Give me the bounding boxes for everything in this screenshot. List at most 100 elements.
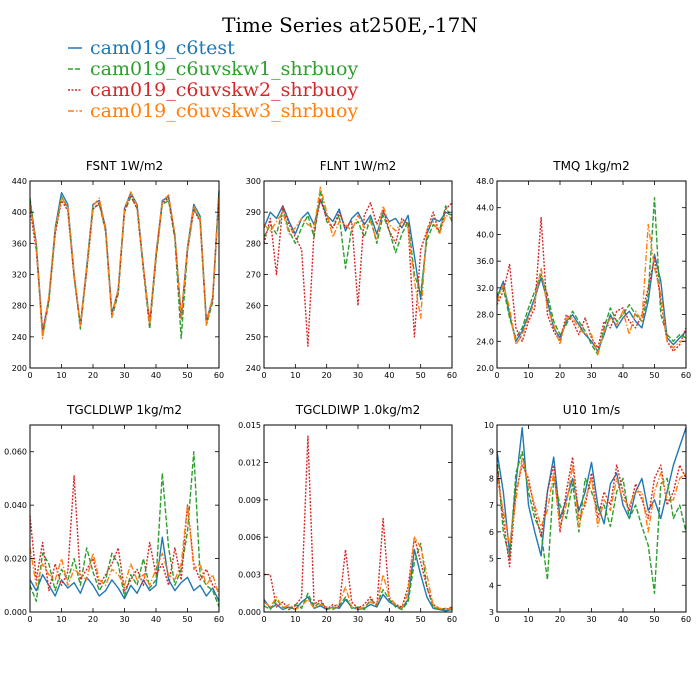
x-tick-label: 10 xyxy=(56,371,66,380)
y-tick-label: 24.0 xyxy=(476,337,494,346)
legend: cam019_c6test cam019_c6uvskw1_shrbuoy ca… xyxy=(68,37,358,122)
y-tick-label: 10 xyxy=(484,421,494,430)
legend-label-3: cam019_c6uvskw3_shrbuoy xyxy=(90,100,358,122)
x-tick-label: 50 xyxy=(182,615,192,624)
y-tick-label: 28.0 xyxy=(476,311,494,320)
chart-panel-1: FLNT 1W/m2 0 10 20 30 40 50 60 240 250 260 270 280 29… xyxy=(246,159,457,380)
y-tick-label: 48.0 xyxy=(476,177,494,186)
legend-entry-0: cam019_c6test xyxy=(68,37,235,59)
y-tick-label: 0.012 xyxy=(238,458,261,467)
y-tick-label: 0.000 xyxy=(4,608,27,617)
y-tick-label: 240 xyxy=(246,364,261,373)
y-tick-label: 5 xyxy=(489,555,494,564)
y-tick-label: 8 xyxy=(489,474,494,483)
x-tick-label: 40 xyxy=(384,615,394,624)
x-tick-label: 30 xyxy=(353,371,363,380)
panel-title: FSNT 1W/m2 xyxy=(86,159,163,173)
y-tick-label: 40.0 xyxy=(476,230,494,239)
x-tick-label: 0 xyxy=(494,615,499,624)
x-tick-label: 30 xyxy=(586,371,596,380)
x-tick-label: 20 xyxy=(88,371,98,380)
series-line-1 xyxy=(263,542,453,611)
y-tick-label: 0.000 xyxy=(238,608,261,617)
x-tick-label: 20 xyxy=(555,371,565,380)
panel-title: TGCLDIWP 1.0kg/m2 xyxy=(295,403,420,417)
y-tick-label: 0.003 xyxy=(238,571,261,580)
series-line-3 xyxy=(496,223,686,356)
x-tick-label: 10 xyxy=(56,615,66,624)
y-tick-label: 300 xyxy=(246,177,261,186)
plot-frame xyxy=(263,180,453,369)
x-tick-label: 20 xyxy=(88,615,98,624)
y-tick-label: 0.015 xyxy=(238,421,261,430)
y-tick-label: 32.0 xyxy=(476,284,494,293)
x-tick-label: 60 xyxy=(681,615,691,624)
series-line-3 xyxy=(496,456,687,546)
x-tick-label: 60 xyxy=(447,371,457,380)
x-tick-label: 10 xyxy=(290,615,300,624)
series-line-2 xyxy=(29,475,220,592)
y-tick-label: 250 xyxy=(246,333,261,342)
series-line-3 xyxy=(263,536,453,611)
x-tick-label: 50 xyxy=(182,371,192,380)
x-tick-label: 50 xyxy=(649,615,659,624)
series-line-0 xyxy=(496,253,687,352)
y-tick-label: 4 xyxy=(489,581,494,590)
series-line-3 xyxy=(29,191,220,340)
series-line-0 xyxy=(29,536,220,602)
x-tick-label: 40 xyxy=(618,371,628,380)
panel-title: TMQ 1kg/m2 xyxy=(552,159,630,173)
x-tick-label: 60 xyxy=(214,615,224,624)
x-tick-label: 40 xyxy=(384,371,394,380)
y-tick-label: 0.060 xyxy=(4,448,27,457)
series-line-3 xyxy=(29,504,220,597)
plot-frame xyxy=(496,180,687,369)
series-line-1 xyxy=(496,196,687,356)
y-tick-label: 270 xyxy=(246,271,261,280)
y-tick-label: 6 xyxy=(489,528,494,537)
y-tick-label: 260 xyxy=(246,302,261,311)
x-tick-label: 40 xyxy=(151,615,161,624)
x-tick-label: 0 xyxy=(27,371,32,380)
x-tick-label: 50 xyxy=(416,615,426,624)
panels-grid: FSNT 1W/m20 10 20 30 40 50 6020024028032036040… xyxy=(4,159,691,624)
y-tick-label: 0.006 xyxy=(238,533,261,542)
x-tick-label: 0 xyxy=(27,615,32,624)
legend-entry-3: cam019_c6uvskw3_shrbuoy xyxy=(68,100,358,122)
x-tick-label: 40 xyxy=(151,371,161,380)
series-line-1 xyxy=(496,451,687,594)
x-tick-label: 10 xyxy=(290,371,300,380)
x-tick-label: 10 xyxy=(523,371,533,380)
y-tick-label: 36.0 xyxy=(476,257,494,266)
panel-title: TGCLDLWP 1kg/m2 xyxy=(66,403,182,417)
y-tick-label: 280 xyxy=(12,302,27,311)
y-tick-label: 3 xyxy=(489,608,494,617)
legend-label-2: cam019_c6uvskw2_shrbuoy xyxy=(90,79,358,101)
x-tick-label: 50 xyxy=(649,371,659,380)
series-line-1 xyxy=(263,189,453,294)
chart-panel-2: TMQ 1kg/m2 0 10 20 30 40 50 60 20.0 24.0 28.0 32.0 3… xyxy=(476,159,691,380)
panel-title: U10 1m/s xyxy=(563,403,621,417)
y-tick-label: 7 xyxy=(489,501,494,510)
y-tick-label: 0.020 xyxy=(4,555,27,564)
series-line-2 xyxy=(496,216,687,352)
legend-label-0: cam019_c6test xyxy=(90,37,235,59)
panel-title: FLNT 1W/m2 xyxy=(320,159,397,173)
chart-panel-5: U10 1m/s 0 10 20 30 40 50 60 3 4 5 6 7 8 9 10 xyxy=(484,403,691,624)
y-tick-label: 240 xyxy=(12,333,27,342)
series-line-0 xyxy=(263,198,453,301)
y-tick-label: 440 xyxy=(12,177,27,186)
x-tick-label: 30 xyxy=(119,615,129,624)
x-tick-label: 10 xyxy=(523,615,533,624)
x-tick-label: 20 xyxy=(322,615,332,624)
series-line-3 xyxy=(263,186,453,319)
x-tick-label: 0 xyxy=(494,371,499,380)
y-tick-label: 20.0 xyxy=(476,364,494,373)
y-tick-label: 200 xyxy=(12,364,27,373)
y-tick-label: 280 xyxy=(246,239,261,248)
series-line-0 xyxy=(496,427,687,557)
chart-panel-0: FSNT 1W/m2 0 10 20 30 40 50 60 200 240 280 320 360 40… xyxy=(12,159,224,380)
chart-panel-3: TGCLDLWP 1kg/m2 0 10 20 30 40 50 60 0.000 0.020 0.… xyxy=(4,403,224,624)
y-tick-label: 360 xyxy=(12,239,27,248)
